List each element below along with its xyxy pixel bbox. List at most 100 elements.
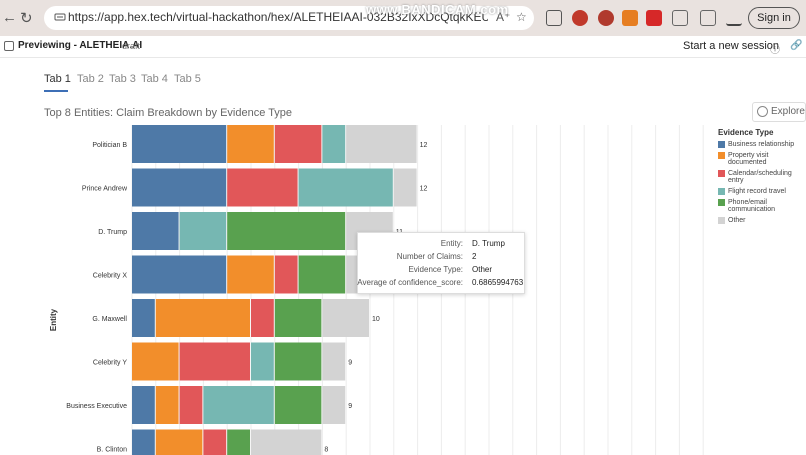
bar-segment [132, 299, 155, 337]
tooltip-key: Entity: [440, 239, 463, 248]
chart-legend: Evidence Type Business relationship Prope… [718, 128, 806, 228]
bar-total-label: 12 [420, 186, 428, 193]
y-tick-label: Celebrity X [93, 273, 128, 280]
address-bar[interactable]: https://app.hex.tech/virtual-hackathon/h… [44, 6, 534, 30]
reload-icon[interactable]: ↻ [20, 10, 33, 27]
explore-icon [757, 106, 768, 117]
stacked-bar-chart: Entity Politician B 12 Prince Andrew 12 D. Tr… [40, 120, 710, 455]
explore-label: Explore [771, 106, 805, 117]
tab-4[interactable]: Tab 4 [141, 73, 168, 85]
draft-status-label: draft [122, 41, 141, 51]
legend-items: Business relationship Property visit docu… [718, 141, 806, 224]
bar-segment [251, 299, 274, 337]
bar-segment [179, 342, 250, 381]
extension-red-icon[interactable] [572, 10, 588, 26]
favorite-star-icon[interactable]: ☆ [516, 10, 527, 24]
y-tick-label: B. Clinton [97, 447, 127, 454]
bar-segment [393, 168, 417, 207]
reading-list-icon[interactable] [546, 10, 562, 26]
bar-segment [274, 299, 322, 337]
bar-total-label: 9 [348, 360, 352, 367]
tooltip-row-evidence-type: Evidence Type: Other [362, 265, 522, 277]
site-info-icon[interactable] [54, 11, 66, 23]
bar-segment [132, 212, 179, 250]
read-aloud-icon[interactable]: A⁺ [496, 10, 511, 24]
link-icon[interactable]: 🔗 [790, 40, 803, 51]
tab-2[interactable]: Tab 2 [77, 73, 104, 85]
start-new-session-button[interactable]: Start a new session [683, 40, 779, 52]
bar-segment [298, 255, 346, 294]
bar-segment [322, 342, 346, 381]
tooltip-key: Average of confidence_score: [357, 278, 463, 287]
page-title: Previewing - ALETHEIA.AI [18, 40, 143, 51]
legend-item[interactable]: Calendar/scheduling entry [718, 170, 806, 184]
legend-item[interactable]: Property visit documented [718, 152, 806, 166]
y-tick-label: Celebrity Y [93, 360, 127, 367]
app-header: Previewing - ALETHEIA.AI draft Start a n… [0, 36, 806, 58]
y-tick-label: D. Trump [98, 229, 127, 236]
preview-icon [4, 41, 14, 51]
info-icon[interactable]: ⓘ [770, 45, 780, 56]
y-tick-label: Prince Andrew [82, 186, 128, 193]
bar-segment [132, 429, 155, 455]
y-tick-label: Business Executive [66, 403, 127, 410]
bar-segment [251, 342, 274, 381]
bar-total-label: 10 [372, 316, 380, 323]
tooltip-row-claims: Number of Claims: 2 [362, 252, 522, 264]
tooltip-key: Number of Claims: [396, 252, 463, 261]
bar-segment [132, 168, 227, 207]
bar-segment [227, 429, 250, 455]
legend-item[interactable]: Other [718, 217, 806, 224]
extensions-puzzle-icon[interactable] [672, 10, 688, 26]
bar-segment [179, 212, 227, 250]
chart-tooltip: Entity: D. Trump Number of Claims: 2 Evi… [357, 232, 525, 294]
bar-segment [132, 255, 227, 294]
tab-3[interactable]: Tab 3 [109, 73, 136, 85]
bar-segment [274, 386, 322, 424]
metamask-fox-icon[interactable] [622, 10, 638, 26]
legend-item[interactable]: Flight record travel [718, 188, 806, 195]
legend-label: Flight record travel [728, 188, 786, 195]
chart-title: Top 8 Entities: Claim Breakdown by Evide… [44, 107, 293, 119]
favorites-icon[interactable] [700, 10, 716, 26]
bar-segment [132, 386, 155, 424]
tooltip-key: Evidence Type: [408, 265, 463, 274]
extension-tomato-icon[interactable] [598, 10, 614, 26]
bar-segment [274, 125, 322, 163]
tooltip-value: Other [472, 265, 493, 274]
legend-swatch [718, 217, 725, 224]
bar-segment [132, 342, 179, 381]
legend-swatch [718, 152, 725, 159]
active-tab-indicator [44, 90, 68, 92]
tab-1[interactable]: Tab 1 [44, 73, 71, 85]
legend-swatch [718, 199, 725, 206]
bar-segment [132, 125, 227, 163]
bar-segment [322, 386, 346, 424]
bar-segment [274, 255, 298, 294]
explore-button[interactable]: Explore [752, 102, 806, 122]
bar-total-label: 9 [348, 403, 352, 410]
bar-segment [298, 168, 393, 207]
bar-segment [251, 429, 322, 455]
extension-c-icon[interactable] [646, 10, 662, 26]
tooltip-value: D. Trump [472, 239, 505, 248]
tooltip-value: 0.6865994763 [472, 278, 524, 287]
bar-segment [155, 386, 179, 424]
bar-segment [203, 386, 274, 424]
legend-title: Evidence Type [718, 128, 774, 137]
back-arrow-icon[interactable]: ← [2, 9, 17, 26]
bar-total-label: 8 [324, 447, 328, 454]
bar-segment [155, 299, 250, 337]
sign-in-button[interactable]: Sign in [748, 7, 800, 29]
bar-segment [346, 125, 417, 163]
bar-segment [179, 386, 203, 424]
downloads-icon[interactable] [726, 10, 742, 26]
legend-swatch [718, 170, 725, 177]
legend-item[interactable]: Phone/email communication [718, 199, 806, 213]
legend-item[interactable]: Business relationship [718, 141, 806, 148]
y-tick-label: Politician B [92, 142, 127, 149]
tab-5[interactable]: Tab 5 [174, 73, 201, 85]
bar-segment [227, 212, 346, 250]
legend-label: Other [728, 217, 746, 224]
legend-swatch [718, 141, 725, 148]
